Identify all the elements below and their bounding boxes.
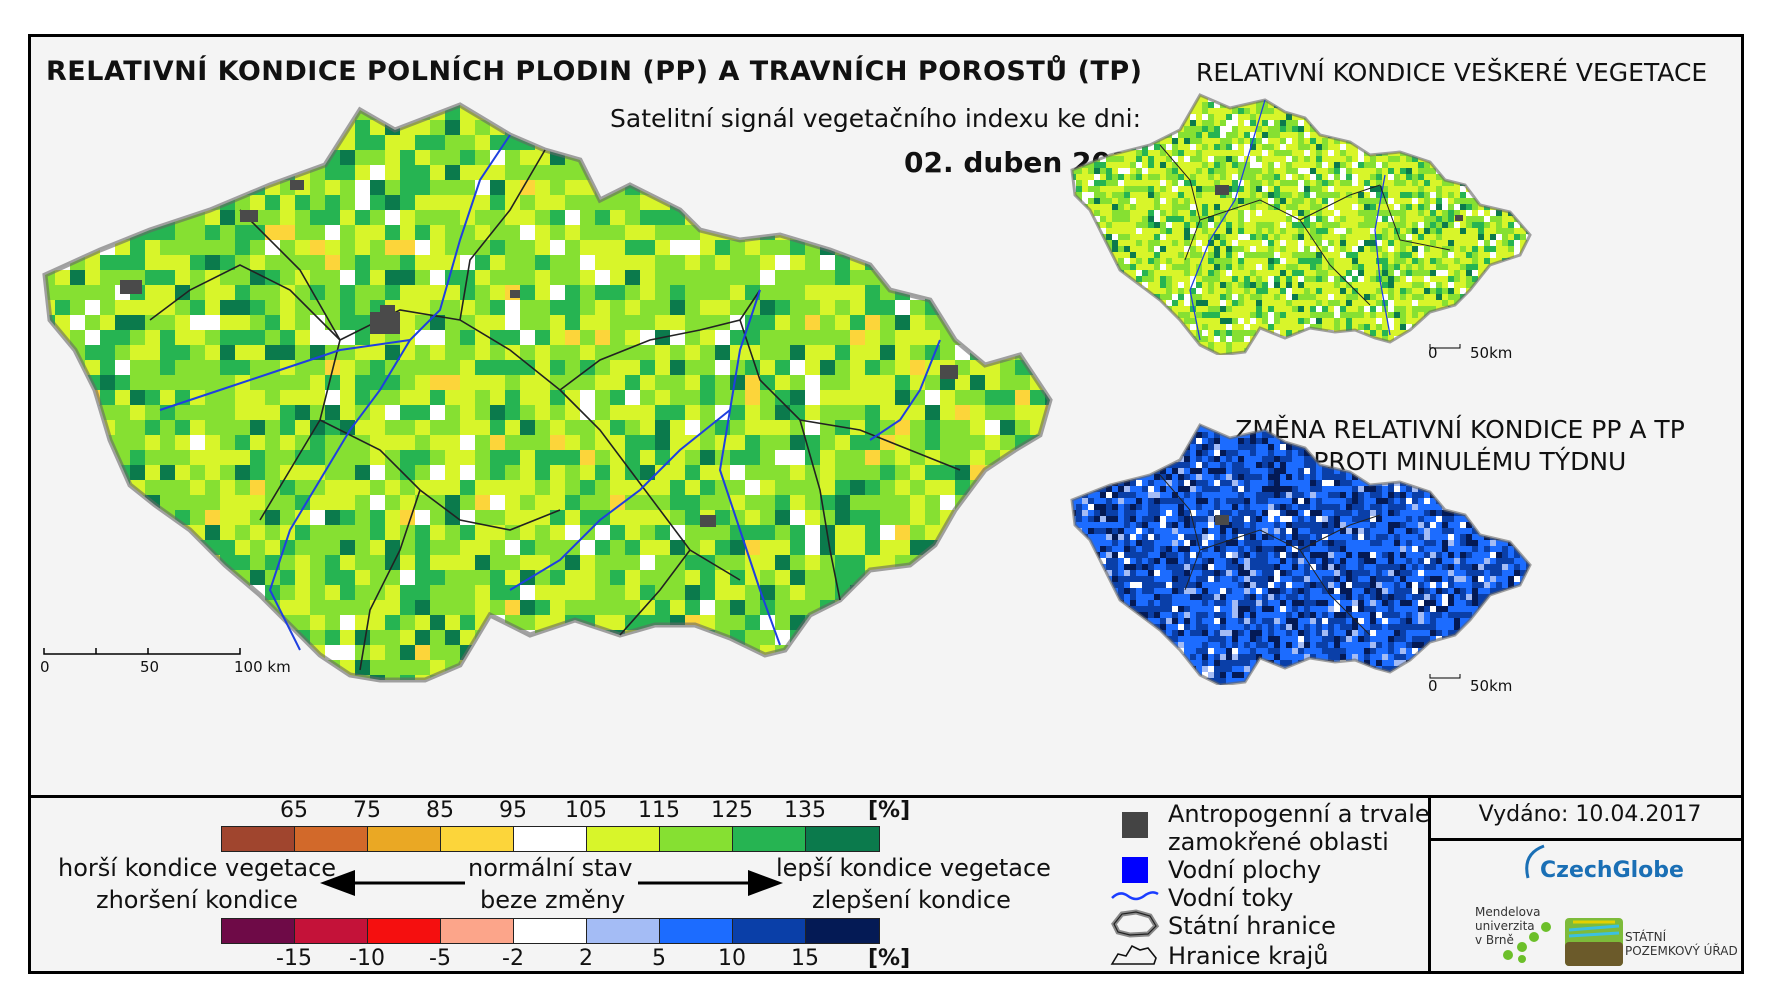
legend-swatch [806, 827, 879, 851]
small2-scale-0: 0 [1428, 677, 1438, 695]
legend-tick-label: 2 [579, 946, 593, 971]
arrow-left-icon [320, 870, 465, 896]
legend-swatch [222, 919, 295, 943]
legend-swatch [368, 919, 441, 943]
legend-tick-label: 5 [652, 946, 666, 971]
condition-color-bar [221, 826, 880, 852]
small2-scale-50: 50km [1470, 677, 1513, 695]
czechglobe-logo: CzechGlobe [1540, 858, 1684, 883]
anthropogenic-swatch [1122, 812, 1148, 838]
main-title: RELATIVNÍ KONDICE POLNÍCH PLODIN (PP) A … [46, 56, 1143, 87]
issued-divider [1428, 838, 1744, 841]
legend-swatch [441, 827, 514, 851]
water-course-icon [1111, 891, 1159, 901]
worse-label: horší kondice vegetace [58, 854, 337, 882]
legend-tick-label: 115 [638, 798, 680, 823]
main-scale-50: 50 [140, 658, 160, 676]
weekly-change-map [1070, 423, 1532, 685]
issued-date: Vydáno: 10.04.2017 [1478, 802, 1702, 827]
legend-swatch [733, 919, 806, 943]
legend-swatch [587, 919, 660, 943]
legend-tick-label: 105 [565, 798, 607, 823]
legend-swatch [222, 827, 295, 851]
better-label: lepší kondice vegetace [776, 854, 1051, 882]
change-unit: [%] [868, 946, 911, 971]
legend-swatch [295, 827, 368, 851]
main-scale-100: 100 km [234, 658, 291, 676]
subtitle: Satelitní signál vegetačního indexu ke d… [610, 104, 1142, 133]
legend-tick-label: 85 [426, 798, 454, 823]
main-scale-bar [43, 648, 241, 655]
weekly-change-title: ZMĚNA RELATIVNÍ KONDICE PP A TP OPROTI M… [1235, 415, 1685, 476]
legend-tick-label: 135 [784, 798, 826, 823]
legend-tick-label: -10 [349, 946, 385, 971]
legend-swatch [441, 919, 514, 943]
region-border-label: Hranice krajů [1168, 942, 1329, 970]
water-courses-label: Vodní toky [1168, 884, 1294, 912]
spu-logo-icon [1565, 918, 1623, 966]
spu-logo-text: STÁTNÍ POZEMKOVÝ ÚŘAD [1625, 930, 1738, 958]
worse-change-label: zhoršení kondice [96, 886, 298, 914]
no-change-label: beze změny [480, 886, 626, 914]
state-border-label: Státní hranice [1168, 912, 1336, 940]
legend-swatch [295, 919, 368, 943]
arrow-right-icon [638, 870, 783, 896]
all-vegetation-title: RELATIVNÍ KONDICE VEŠKERÉ VEGETACE [1196, 58, 1708, 87]
mendel-logo-text: Mendelova univerzita v Brně [1475, 905, 1541, 947]
condition-unit: [%] [868, 798, 911, 823]
water-bodies-label: Vodní plochy [1168, 856, 1322, 884]
anthropogenic-label-2: zamokřené oblasti [1168, 828, 1389, 856]
legend-swatch [733, 827, 806, 851]
logo-divider [1428, 795, 1431, 974]
water-bodies-swatch [1122, 857, 1148, 883]
small1-scale-0: 0 [1428, 344, 1438, 362]
legend-swatch [514, 919, 587, 943]
change-color-bar [221, 918, 880, 944]
all-vegetation-map [1070, 93, 1532, 355]
mendel-dots-icon [1503, 922, 1551, 963]
main-scale-0: 0 [40, 658, 50, 676]
water-courses [159, 134, 941, 651]
legend-swatch [660, 919, 733, 943]
region-borders [149, 149, 961, 671]
legend-tick-label: 10 [718, 946, 746, 971]
legend-tick-label: -15 [276, 946, 312, 971]
czechglobe-swoosh-icon [1525, 844, 1545, 879]
small1-scale-50: 50km [1470, 344, 1513, 362]
legend-tick-label: 15 [791, 946, 819, 971]
legend-tick-label: 95 [499, 798, 527, 823]
legend-swatch [514, 827, 587, 851]
legend-tick-label: -2 [502, 946, 524, 971]
legend-tick-label: 75 [353, 798, 381, 823]
legend-swatch [587, 827, 660, 851]
anthropogenic-label-1: Antropogenní a trvale [1168, 800, 1430, 828]
anthropogenic-areas [120, 180, 958, 527]
state-border [42, 102, 1053, 683]
state-border-icon [1111, 909, 1160, 938]
better-change-label: zlepšení kondice [812, 886, 1011, 914]
legend-swatch [660, 827, 733, 851]
legend-swatch [368, 827, 441, 851]
legend-divider [28, 795, 1744, 798]
region-border-icon [1110, 944, 1157, 965]
normal-label: normální stav [468, 854, 633, 882]
legend-tick-label: -5 [429, 946, 451, 971]
main-condition-map [42, 102, 1053, 683]
legend-tick-label: 65 [280, 798, 308, 823]
legend-swatch [806, 919, 879, 943]
legend-tick-label: 125 [711, 798, 753, 823]
